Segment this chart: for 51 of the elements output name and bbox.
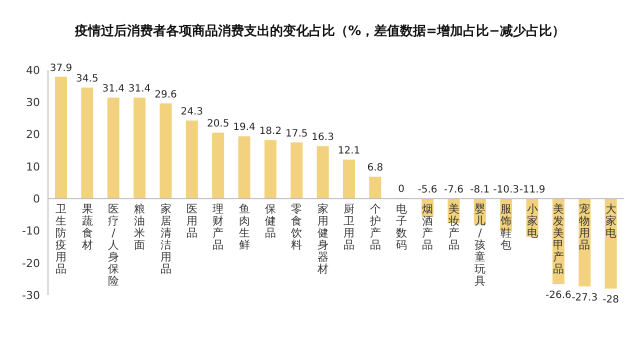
data-label: 29.6: [154, 89, 177, 100]
x-tick-label: 烟酒产品: [422, 202, 434, 252]
data-label: -5.6: [418, 184, 438, 196]
data-label: 12.1: [338, 146, 360, 157]
x-tick-label: 卫生防疫用品: [56, 202, 67, 276]
data-label: 16.3: [312, 132, 334, 144]
data-label: 6.8: [367, 162, 384, 174]
data-label: -8.1: [470, 184, 490, 196]
x-tick-label: 个护产品: [368, 202, 381, 252]
y-tick-label: 40: [26, 64, 40, 77]
data-label: -10.3: [493, 184, 520, 196]
data-label: -27.3: [572, 292, 598, 304]
x-tick-label: 家居清洁用品: [160, 202, 172, 276]
data-label: 31.4: [128, 84, 151, 95]
x-tick-label: 理财产品: [212, 202, 224, 252]
data-label: 0: [398, 184, 405, 196]
data-label: 34.5: [76, 74, 98, 85]
x-tick-label: 电子数码: [396, 202, 407, 252]
x-tick-label: 家用健身器材: [316, 202, 328, 276]
data-label: 19.4: [233, 122, 256, 134]
y-tick-label: 30: [26, 96, 40, 110]
data-label: 31.4: [102, 84, 124, 95]
y-tick-label: -30: [22, 288, 40, 302]
data-label: 20.5: [206, 118, 230, 130]
y-tick-label: -10: [22, 224, 40, 238]
x-tick-label: 粮油米面: [134, 202, 146, 252]
data-label: 18.2: [259, 126, 282, 138]
data-label: -26.6: [546, 290, 572, 302]
x-tick-label: 医用品: [186, 202, 198, 240]
y-tick-label: 10: [26, 160, 40, 174]
data-label: 37.9: [50, 62, 72, 74]
x-tick-label: 婴儿/孩童玩具: [474, 202, 486, 288]
data-label: 17.5: [286, 128, 308, 140]
y-tick-label: -20: [22, 256, 40, 270]
y-tick-label: 0: [33, 192, 40, 206]
y-tick-label: 20: [26, 128, 40, 142]
x-tick-label: 果蔬食材: [80, 202, 93, 252]
x-tick-label: 美发美甲产品: [553, 202, 564, 276]
x-tick-label: 宠物用品: [579, 202, 590, 252]
x-tick-label: 医疗/人身保险: [108, 202, 119, 288]
data-label: -7.6: [444, 184, 464, 196]
x-tick-label: 鱼肉生鲜: [238, 202, 250, 252]
data-label: -11.9: [519, 184, 546, 196]
chart-title: 疫情过后消费者各项商品消费支出的变化占比（%，差值数据=增加占比−减少占比）: [74, 22, 566, 40]
x-tick-label: 大家电: [605, 202, 616, 240]
x-tick-label: 零食饮料: [290, 202, 302, 252]
x-tick-label: 小家电: [526, 202, 538, 240]
data-label: -28: [602, 294, 619, 306]
x-tick-label: 厨卫用品: [344, 202, 355, 252]
data-label: 24.3: [180, 106, 204, 118]
x-tick-label: 保健品: [265, 202, 276, 240]
